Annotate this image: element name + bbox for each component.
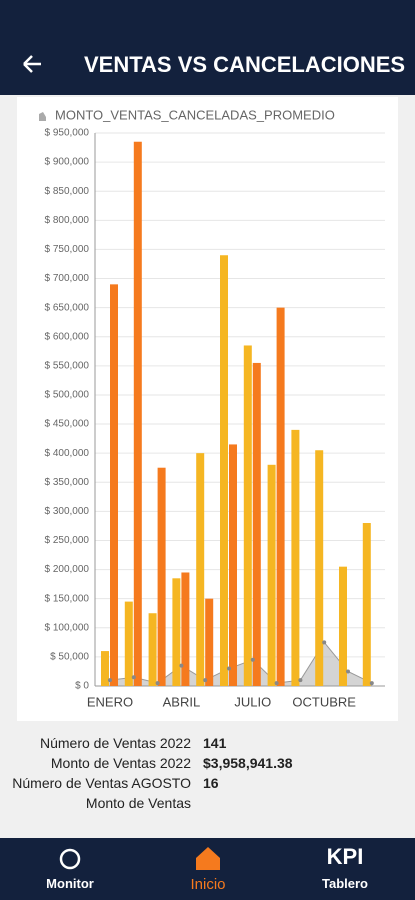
bar (196, 453, 205, 686)
y-tick-label: $ 850,000 (45, 186, 90, 197)
nav-icons (59, 847, 220, 870)
bottom-nav: Monitor Inicio KPI Tablero (0, 838, 415, 900)
bar (252, 362, 261, 686)
y-tick-label: $ 350,000 (45, 477, 90, 488)
nav-label[interactable]: Tablero (322, 876, 368, 891)
summary-value: 16 (203, 775, 219, 791)
app-bar: VENTAS VS CANCELACIONES (0, 0, 415, 95)
nav-label[interactable]: Monitor (46, 876, 94, 891)
bar (157, 467, 166, 686)
bar (243, 345, 252, 686)
summary-row: Número de Ventas AGOSTO 16 (0, 775, 415, 791)
y-tick-label: $ 0 (75, 681, 89, 692)
bar (267, 464, 276, 686)
bar (291, 429, 300, 686)
bar (315, 450, 324, 686)
bar (181, 572, 190, 686)
bar (133, 141, 142, 687)
y-tick-label: $ 950,000 (45, 128, 90, 139)
y-tick-label: $ 300,000 (45, 506, 90, 517)
area-point (227, 666, 231, 671)
bar (110, 284, 118, 686)
area-point (369, 681, 374, 686)
bar (276, 307, 285, 686)
area-point (250, 657, 255, 662)
x-tick-label: JULIO (234, 694, 271, 709)
area-point (131, 675, 136, 680)
chart: MONTO_VENTAS_CANCELADAS_PROMEDIO $ 0 $ 50… (39, 107, 385, 709)
y-tick-label: $ 100,000 (45, 622, 90, 633)
legend-icon (39, 112, 46, 121)
summary-row: Monto de Ventas 2022 $3,958,941.38 (0, 755, 415, 771)
bar (205, 598, 214, 686)
y-tick-label: $ 800,000 (45, 215, 90, 226)
y-tick-label: $ 200,000 (45, 564, 90, 575)
summary-label: Monto de Ventas (85, 795, 191, 811)
summary-row: Número de Ventas 2022 141 (0, 735, 415, 751)
home-icon (196, 847, 220, 870)
area-point (346, 669, 350, 674)
area-point (155, 681, 160, 686)
y-tick-label: $ 250,000 (45, 535, 90, 546)
bar (220, 255, 228, 686)
area-point (322, 640, 327, 645)
area-point (274, 681, 279, 686)
bar (362, 523, 371, 686)
y-tick-label: $ 900,000 (45, 157, 90, 168)
summary-value: 141 (203, 735, 227, 751)
bar (124, 601, 133, 686)
y-tick-label: $ 700,000 (45, 273, 90, 284)
y-tick-label: $ 750,000 (45, 244, 90, 255)
bar (148, 613, 157, 686)
area-point (108, 678, 112, 683)
summary-label: Número de Ventas 2022 (40, 735, 191, 751)
area-point (203, 678, 208, 683)
area-point (179, 663, 184, 668)
bar (229, 444, 237, 686)
legend-label: MONTO_VENTAS_CANCELADAS_PROMEDIO (55, 107, 335, 122)
x-tick-label: ABRIL (163, 694, 201, 709)
y-tick-label: $ 600,000 (45, 331, 90, 342)
summary: Número de Ventas 2022 141 Monto de Ventas … (0, 735, 415, 815)
monitor-icon (59, 848, 81, 870)
x-tick-label: ENERO (87, 694, 133, 709)
bar (101, 651, 109, 686)
nav-label: KPI (326, 844, 364, 869)
y-tick-label: $ 650,000 (45, 302, 90, 313)
y-tick-label: $ 50,000 (50, 652, 89, 663)
x-tick-label: OCTUBRE (292, 694, 356, 709)
area-point (298, 678, 303, 683)
summary-value: $3,958,941.38 (203, 755, 293, 771)
bar (172, 578, 181, 686)
summary-row: Monto de Ventas (0, 795, 415, 811)
y-tick-label: $ 400,000 (45, 448, 90, 459)
app-bar-icons (23, 55, 41, 73)
y-tick-label: $ 150,000 (45, 593, 90, 604)
y-tick-label: $ 550,000 (45, 360, 90, 371)
y-tick-label: $ 450,000 (45, 419, 90, 430)
summary-label: Número de Ventas AGOSTO (12, 775, 191, 791)
chart-card: MONTO_VENTAS_CANCELADAS_PROMEDIO $ 0 $ 50… (17, 97, 398, 721)
page-title: VENTAS VS CANCELACIONES (84, 52, 406, 77)
y-tick-label: $ 500,000 (45, 390, 90, 401)
bar (339, 566, 347, 686)
back-arrow[interactable] (23, 55, 41, 73)
nav-label[interactable]: Inicio (190, 876, 226, 893)
summary-label: Monto de Ventas 2022 (50, 755, 191, 771)
